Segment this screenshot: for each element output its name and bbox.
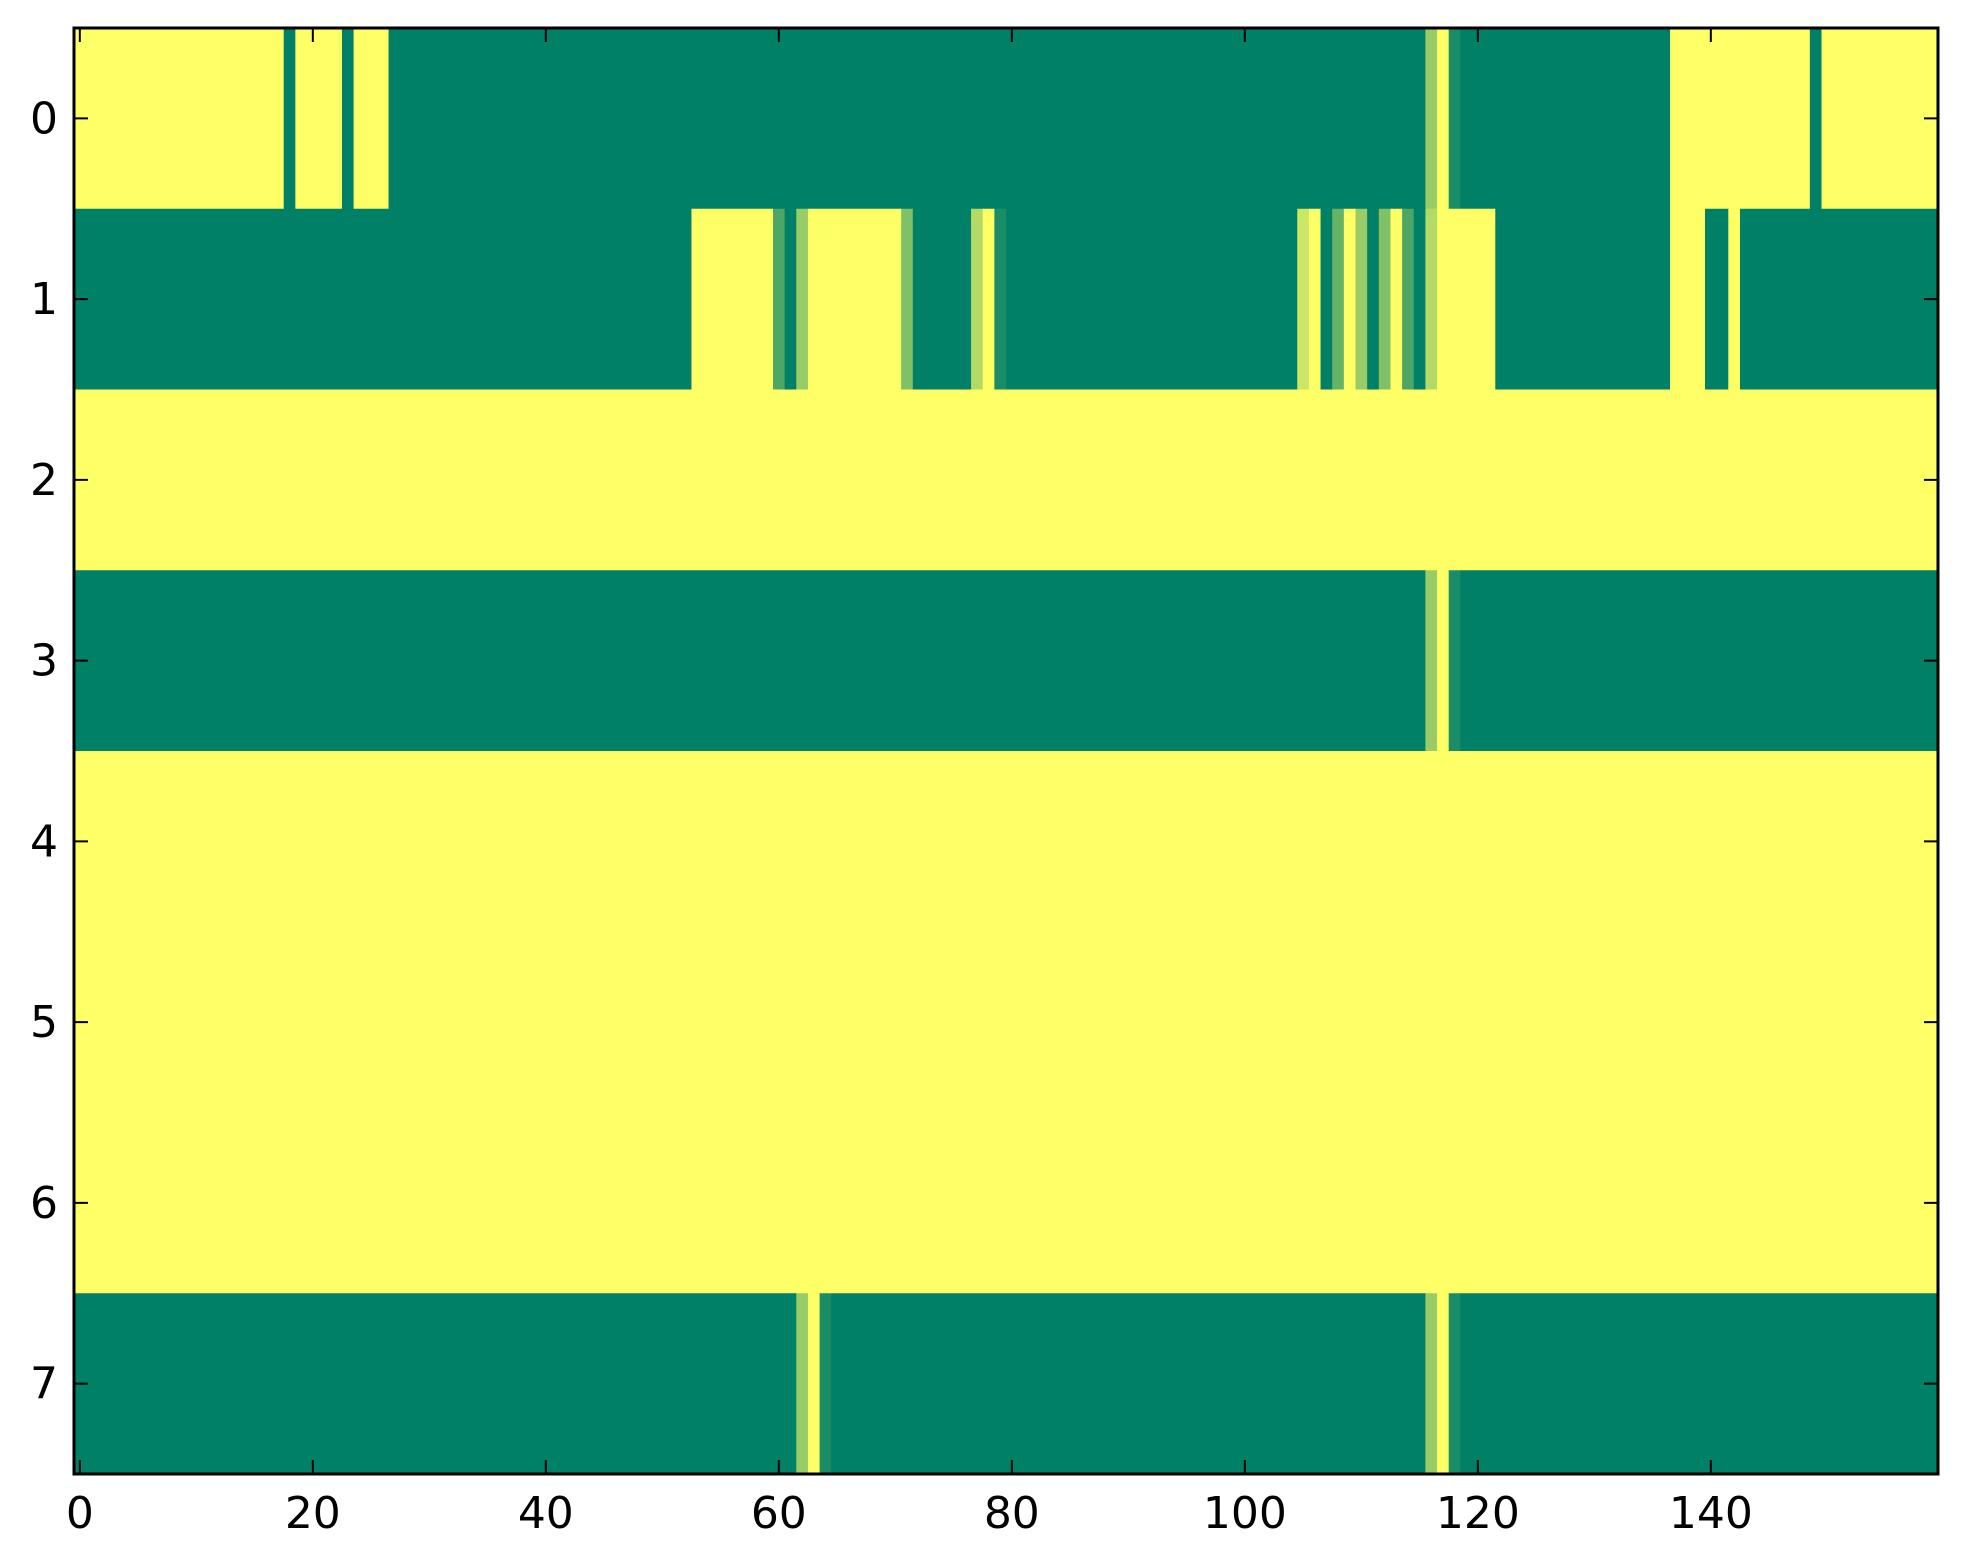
x-tick-label: 40: [518, 1488, 574, 1539]
x-tick-label: 120: [1436, 1488, 1520, 1539]
heatmap-cell: [807, 208, 902, 391]
heatmap-cell: [1460, 570, 1939, 752]
heatmap-cell: [1343, 208, 1357, 391]
heatmap-cell: [1437, 208, 1496, 391]
heatmap-cell: [994, 208, 1007, 391]
heatmap-cell: [1425, 570, 1438, 752]
heatmap-cell: [388, 28, 1426, 210]
heatmap-cell: [901, 208, 914, 391]
heatmap-cell: [74, 28, 285, 210]
y-tick-label: 7: [30, 1359, 58, 1410]
heatmap-cell: [74, 931, 1939, 1114]
heatmap-cell: [1402, 208, 1415, 391]
heatmap-cell: [1460, 28, 1671, 210]
heatmap-cell: [1670, 208, 1706, 391]
heatmap-cell: [912, 208, 972, 391]
heatmap-cell: [1308, 208, 1322, 391]
axis-ticks: [74, 28, 1938, 1474]
y-tick-label: 6: [30, 1178, 58, 1229]
heatmap-cell: [691, 208, 774, 391]
heatmap-cell: [1448, 570, 1461, 752]
heatmap-cell: [1809, 28, 1823, 210]
heatmap-cell: [74, 1112, 1939, 1294]
heatmap-cell: [74, 751, 1939, 933]
x-tick-label: 0: [66, 1488, 94, 1539]
heatmap-cell: [1448, 28, 1461, 210]
x-tick-label: 20: [285, 1488, 341, 1539]
y-tick-label: 1: [30, 274, 58, 325]
heatmap-cell: [1437, 570, 1450, 752]
heatmap-cell: [1378, 208, 1392, 391]
x-tick-label: 100: [1203, 1488, 1287, 1539]
y-tick-label: 5: [30, 997, 58, 1048]
heatmap-cell: [1425, 208, 1438, 391]
heatmap-cell: [1728, 208, 1741, 391]
heatmap-cell: [1297, 208, 1310, 391]
heatmap-cell: [1670, 28, 1811, 210]
heatmap-cell: [341, 28, 355, 210]
heatmap-cell: [74, 389, 1939, 571]
heatmap-cell: [784, 208, 797, 391]
heatmap-cell: [982, 208, 995, 391]
heatmap-cell: [74, 1293, 797, 1475]
x-tick-labels: 0 20 40 60 80 100 120 140: [66, 1488, 1753, 1539]
heatmap-cell: [283, 28, 296, 210]
heatmap-cell: [1367, 208, 1380, 391]
heatmap-cell: [1355, 208, 1368, 391]
heatmap-cell: [1006, 208, 1298, 391]
heatmap-cell: [971, 208, 984, 391]
heatmap-cell: [74, 208, 693, 391]
x-tick-label: 140: [1669, 1488, 1753, 1539]
heatmap-cell: [74, 570, 1426, 752]
heatmap-cell: [796, 208, 809, 391]
heatmap-cell: [831, 1293, 1426, 1475]
heatmap-cell: [1332, 208, 1345, 391]
heatmap-cells: [74, 28, 1939, 1475]
heatmap-cell: [1705, 208, 1729, 391]
x-tick-label: 80: [984, 1488, 1040, 1539]
y-tick-label: 4: [30, 816, 58, 867]
heatmap-cell: [1821, 28, 1939, 210]
heatmap-cell: [353, 28, 390, 210]
heatmap-cell: [1390, 208, 1403, 391]
heatmap-cell: [1495, 208, 1671, 391]
heatmap-cell: [807, 1293, 821, 1475]
heatmap-cell: [819, 1293, 832, 1475]
heatmap-cell: [1413, 208, 1426, 391]
y-tick-label: 0: [30, 93, 58, 144]
y-tick-label: 3: [30, 636, 58, 687]
heatmap-cell: [1437, 1293, 1450, 1475]
heatmap-cell: [1425, 28, 1438, 210]
heatmap-cell: [1448, 1293, 1461, 1475]
heatmap-cell: [1425, 1293, 1438, 1475]
heatmap-cell: [1460, 1293, 1939, 1475]
heatmap-cell: [1739, 208, 1939, 391]
heatmap-cell: [1320, 208, 1333, 391]
x-tick-label: 60: [751, 1488, 807, 1539]
heatmap-cell: [1437, 28, 1450, 210]
y-tick-labels: 0 1 2 3 4 5 6 7: [30, 93, 58, 1409]
y-tick-label: 2: [30, 455, 58, 506]
heatmap-cell: [295, 28, 343, 210]
plot-frame: [72, 26, 1940, 1476]
heatmap-cell: [796, 1293, 809, 1475]
heatmap-cell: [773, 208, 786, 391]
